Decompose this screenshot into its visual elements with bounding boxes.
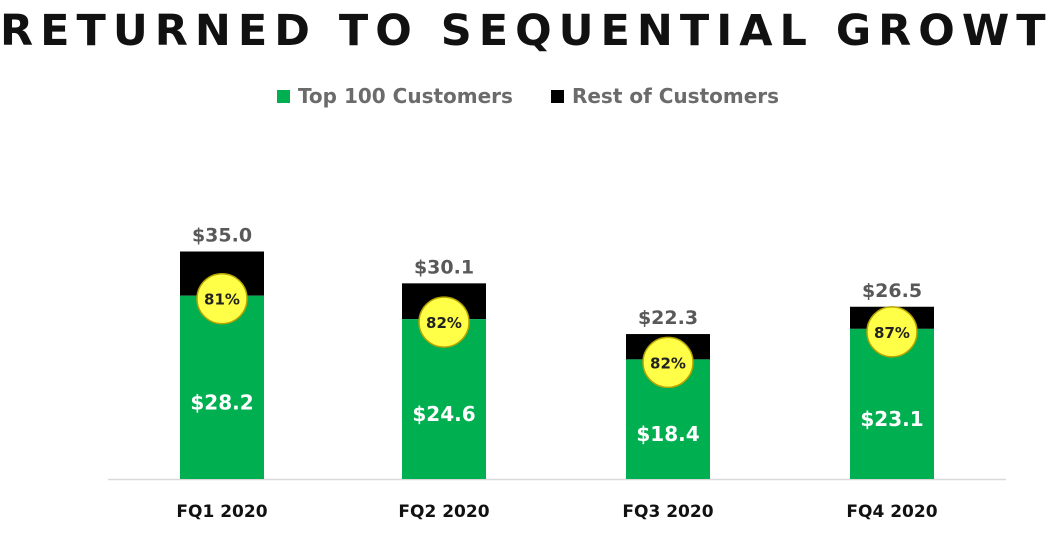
percent-label-3: 82% [650, 354, 686, 372]
total-label-2: $30.1 [414, 256, 474, 278]
legend-swatch-top100 [276, 89, 290, 103]
total-label-1: $35.0 [192, 225, 252, 247]
percent-circle-4 [866, 306, 918, 358]
legend-label-top100: Top 100 Customers [297, 84, 513, 108]
chart-title: RETURNED TO SEQUENTIAL GROWTH [0, 6, 1056, 56]
legend-label-rest: Rest of Customers [571, 84, 780, 108]
value-label-top100-2: $24.6 [412, 402, 475, 426]
percent-label-1: 81% [204, 291, 240, 309]
value-label-top100-4: $23.1 [860, 407, 923, 431]
percent-label-4: 87% [874, 324, 910, 342]
x-tick-label-2: FQ2 2020 [398, 502, 489, 522]
total-label-4: $26.5 [862, 280, 922, 302]
x-tick-label-1: FQ1 2020 [176, 502, 267, 522]
legend-item-rest: Rest of Customers [550, 84, 780, 108]
value-label-top100-1: $28.2 [190, 390, 253, 414]
bar-top100-1 [180, 295, 264, 479]
percent-circle-1 [196, 272, 248, 325]
chart-legend: Top 100 Customers Rest of Customers [0, 84, 1056, 108]
total-label-3: $22.3 [638, 307, 698, 329]
percent-circle-3 [642, 336, 694, 389]
legend-item-top100: Top 100 Customers [276, 84, 513, 108]
percent-label-2: 82% [426, 314, 462, 332]
legend-swatch-rest [550, 89, 564, 103]
percent-circle-2 [418, 296, 470, 348]
x-tick-label-4: FQ4 2020 [846, 502, 937, 522]
value-label-top100-3: $18.4 [636, 422, 699, 446]
x-tick-label-3: FQ3 2020 [622, 502, 713, 522]
